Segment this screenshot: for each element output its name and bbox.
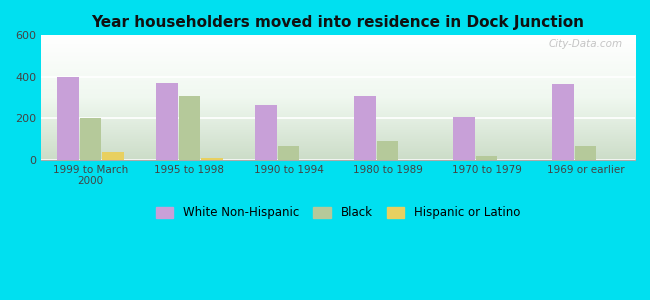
Bar <box>354 97 376 160</box>
Bar <box>552 84 573 160</box>
Title: Year householders moved into residence in Dock Junction: Year householders moved into residence i… <box>92 15 584 30</box>
Bar <box>376 141 398 160</box>
Bar <box>476 156 497 160</box>
Bar <box>57 77 79 160</box>
Bar <box>79 118 101 160</box>
Bar <box>102 152 124 160</box>
Bar <box>278 146 300 160</box>
Bar <box>453 117 474 160</box>
Legend: White Non-Hispanic, Black, Hispanic or Latino: White Non-Hispanic, Black, Hispanic or L… <box>152 203 524 223</box>
Text: City-Data.com: City-Data.com <box>549 39 623 49</box>
Bar <box>156 83 177 160</box>
Bar <box>575 146 597 160</box>
Bar <box>179 97 200 160</box>
Bar <box>202 158 223 160</box>
Bar <box>255 105 277 160</box>
